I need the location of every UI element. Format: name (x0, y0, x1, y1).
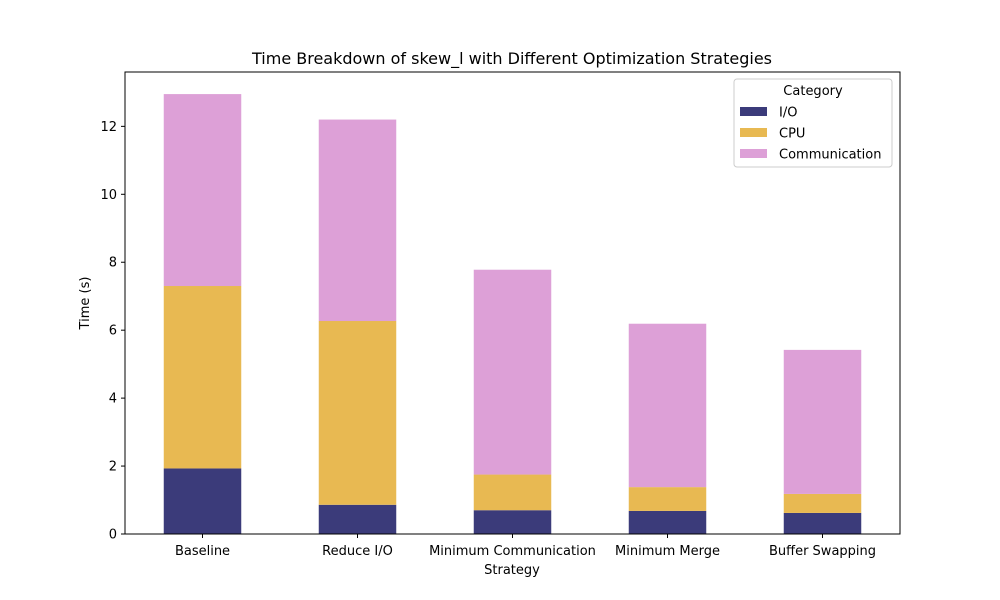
y-tick-label: 6 (109, 324, 117, 339)
legend-box (733, 78, 893, 168)
legend-label: CPU (779, 127, 805, 142)
bar-cpu-minimum-merge (628, 487, 707, 511)
y-tick-label: 2 (109, 460, 117, 475)
bar-cpu-baseline (163, 286, 242, 469)
bars-group (163, 94, 862, 534)
legend-swatch (740, 128, 767, 137)
y-tick-label: 4 (109, 392, 117, 407)
bar-i-o-buffer-swapping (783, 512, 862, 534)
bar-communication-minimum-merge (628, 323, 707, 488)
x-tick-label: Reduce I/O (322, 544, 393, 559)
y-tick-label: 10 (100, 188, 117, 203)
x-tick-label: Buffer Swapping (769, 544, 876, 559)
bar-communication-minimum-communication (473, 269, 552, 475)
legend-swatch (740, 107, 767, 116)
bar-i-o-baseline (163, 468, 242, 534)
bar-cpu-minimum-communication (473, 474, 552, 511)
bar-communication-reduce-i-o (318, 119, 397, 322)
bar-i-o-minimum-communication (473, 510, 552, 534)
x-tick-label: Minimum Communication (429, 544, 596, 559)
y-tick-label: 12 (100, 120, 117, 135)
x-tick-label: Baseline (175, 544, 230, 559)
x-axis-label: Strategy (484, 563, 540, 578)
bar-i-o-minimum-merge (628, 510, 707, 534)
bar-i-o-reduce-i-o (318, 504, 397, 534)
legend-label: Communication (779, 148, 881, 163)
bar-communication-buffer-swapping (783, 349, 862, 494)
y-tick-label: 8 (109, 256, 117, 271)
legend-swatch (740, 149, 767, 158)
axes-group: 0 2 4 6 8 10 12 Baseline Reduce I/O Minimum Commu… (100, 71, 901, 559)
legend-title: Category (783, 84, 843, 99)
y-axis-label: Time (s) (78, 277, 93, 331)
legend-label: I/O (779, 106, 797, 121)
bar-communication-baseline (163, 94, 242, 287)
x-tick-label: Minimum Merge (615, 544, 720, 559)
legend: Category I/O CPU Communication (733, 78, 893, 168)
chart-title: Time Breakdown of skew_l with Different … (251, 49, 772, 69)
bar-cpu-buffer-swapping (783, 493, 862, 513)
bar-cpu-reduce-i-o (318, 321, 397, 505)
y-tick-label: 0 (109, 528, 117, 543)
